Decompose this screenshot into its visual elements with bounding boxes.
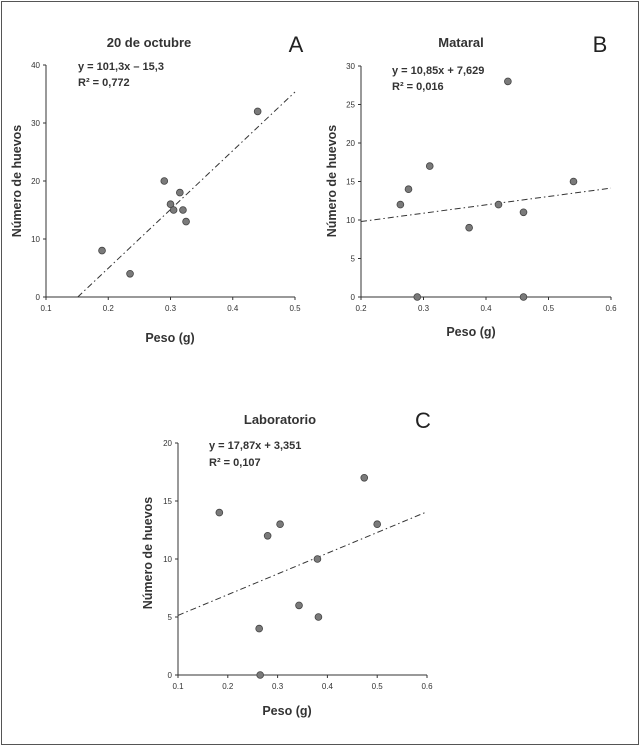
panel-b-y-tick-label: 0 [351, 293, 356, 302]
panel-c-data-point [263, 531, 272, 540]
panel-a-y-tick-label: 30 [31, 119, 40, 128]
panel-b-r2: R² = 0,016 [392, 81, 444, 93]
panel-c-data-point [255, 624, 263, 633]
panel-b-y-tick-label: 5 [351, 255, 356, 264]
panel-c-ylabel: Número de huevos [141, 497, 155, 610]
panel-c-r2: R² = 0,107 [209, 457, 261, 469]
panel-b-x-tick-label: 0.4 [480, 304, 492, 313]
panel-c-x-tick-label: 0.4 [322, 682, 334, 691]
panel-b-data-point [413, 293, 422, 301]
panel-b-letter: B [593, 32, 608, 57]
panel-b-title: Mataral [438, 35, 484, 50]
panel-b-data-point [425, 162, 434, 170]
panel-a-data-point [166, 200, 175, 209]
panel-a-trendline [77, 91, 296, 298]
panel-b-x-tick-label: 0.2 [355, 304, 367, 313]
panel-c-data-point [295, 601, 303, 610]
panel-a-y-tick-label: 10 [31, 235, 40, 244]
panel-c-x-tick-label: 0.2 [222, 682, 234, 691]
panel-a-xlabel: Peso (g) [145, 331, 194, 345]
panel-b-y-tick-label: 25 [346, 101, 355, 110]
panel-b-data-point [519, 293, 528, 301]
panel-b-equation: y = 10,85x + 7,629 [392, 65, 484, 77]
panel-a-data-point [98, 246, 106, 255]
panel-b-y-tick-label: 15 [346, 178, 355, 187]
panel-b-data-point [569, 177, 578, 186]
panel-a-letter: A [289, 32, 304, 57]
panel-c-y-tick-label: 5 [168, 613, 173, 622]
panel-c-x-tick-label: 0.6 [421, 682, 433, 691]
panel-b-x-tick-label: 0.5 [543, 304, 555, 313]
panel-c-data-point [215, 508, 224, 517]
panel-b-data-point [404, 185, 413, 194]
panel-b-xlabel: Peso (g) [446, 325, 495, 339]
panel-a-data-point [253, 107, 262, 116]
panel-a-x-tick-label: 0.1 [40, 304, 52, 313]
panel-c-x-tick-label: 0.5 [372, 682, 384, 691]
panel-b: Mataral B y = 10,85x + 7,629 R² = 0,016 … [325, 32, 617, 339]
panel-c-data-point [314, 613, 323, 621]
panel-b-trendline [360, 187, 612, 223]
panel-b-ylabel: Número de huevos [325, 125, 339, 238]
panel-c-y-tick-label: 15 [163, 497, 172, 506]
panel-a-r2: R² = 0,772 [78, 77, 130, 89]
panel-b-data-point [494, 200, 503, 209]
panel-a-equation: y = 101,3x – 15,3 [78, 61, 164, 73]
panel-c-data-point [373, 520, 382, 528]
panel-a-data-point [169, 206, 178, 214]
panel-b-data-point [396, 200, 405, 209]
panel-b-y-tick-label: 20 [346, 139, 355, 148]
panel-a-x-tick-label: 0.3 [165, 304, 177, 313]
panel-a: 20 de octubre A y = 101,3x – 15,3 R² = 0… [10, 32, 304, 345]
panel-a-y-tick-label: 40 [31, 61, 40, 70]
panel-a-x-tick-label: 0.5 [289, 304, 301, 313]
panel-b-data-point [504, 77, 512, 86]
panel-c: Laboratorio C y = 17,87x + 3,351 R² = 0,… [141, 408, 433, 718]
panel-a-data-point [176, 188, 184, 197]
panel-a-x-tick-label: 0.4 [227, 304, 239, 313]
panel-a-data-point [182, 217, 190, 226]
panel-c-trendline [177, 511, 428, 616]
panel-a-y-tick-label: 0 [36, 293, 41, 302]
panel-c-letter: C [415, 408, 431, 433]
panel-a-data-point [179, 206, 187, 214]
panel-a-data-point [160, 177, 169, 185]
panel-a-x-tick-label: 0.2 [103, 304, 115, 313]
panel-c-equation: y = 17,87x + 3,351 [209, 440, 301, 452]
panel-c-data-point [276, 520, 284, 528]
panel-b-data-point [519, 208, 528, 217]
panel-c-data-point [313, 555, 322, 563]
panel-a-data-point [126, 269, 134, 278]
panel-c-y-tick-label: 20 [163, 439, 172, 448]
panel-b-y-tick-label: 10 [346, 216, 355, 225]
panel-b-x-tick-label: 0.6 [605, 304, 617, 313]
panel-a-title: 20 de octubre [107, 35, 192, 50]
panel-c-x-tick-label: 0.3 [272, 682, 284, 691]
panel-a-ylabel: Número de huevos [10, 125, 24, 238]
panel-b-x-tick-label: 0.3 [418, 304, 430, 313]
panel-c-data-point [360, 473, 369, 482]
panel-c-y-tick-label: 10 [163, 555, 172, 564]
panel-c-xlabel: Peso (g) [262, 704, 311, 718]
panel-b-y-tick-label: 30 [346, 62, 355, 71]
panel-c-title: Laboratorio [244, 412, 316, 427]
panel-c-y-tick-label: 0 [168, 671, 173, 680]
panel-c-x-tick-label: 0.1 [172, 682, 184, 691]
panel-b-data-point [465, 223, 473, 232]
panel-a-y-tick-label: 20 [31, 177, 40, 186]
panel-c-data-point [256, 671, 264, 679]
